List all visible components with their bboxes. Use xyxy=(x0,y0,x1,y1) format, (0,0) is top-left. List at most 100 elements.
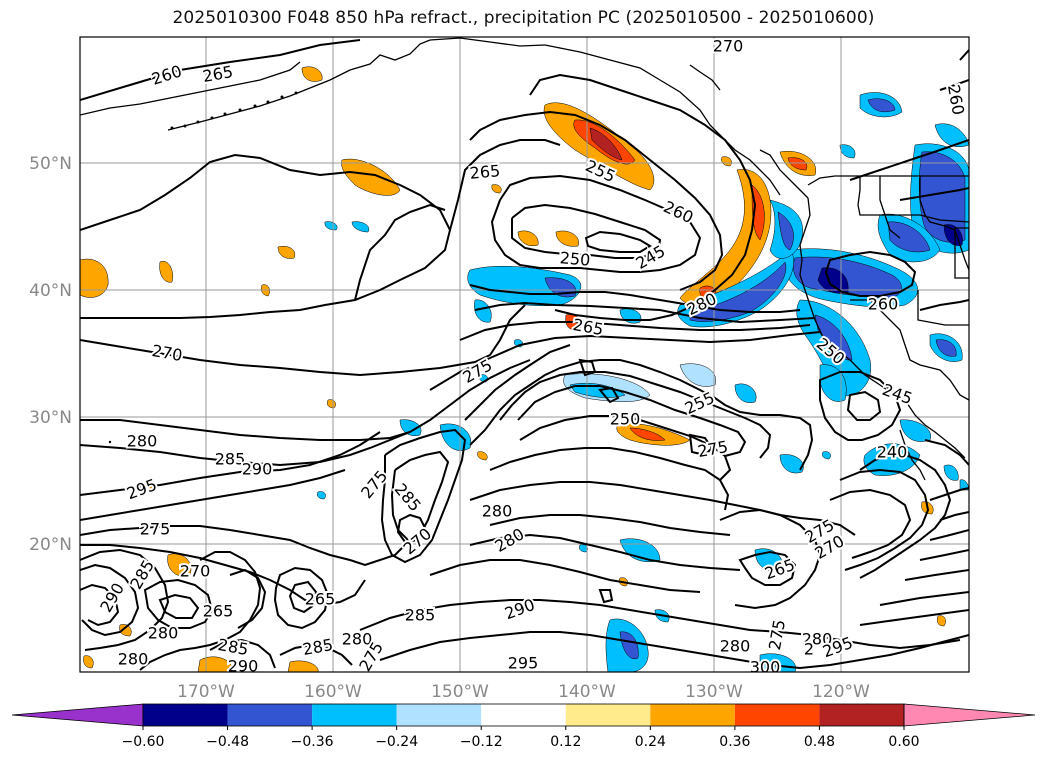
contour-label-text: 265 xyxy=(203,602,234,621)
contour-label: 275 xyxy=(355,465,393,505)
contour-label-text: 255 xyxy=(682,388,718,418)
contour-label-text: 265 xyxy=(305,590,336,609)
contour-label: 265 xyxy=(199,60,236,88)
contour-label: 280 xyxy=(718,635,753,658)
contour-label-text: 280 xyxy=(492,524,528,556)
colorbar-tick-label: 0.36 xyxy=(719,734,750,750)
contour-label: 290 xyxy=(240,458,275,481)
colorbar-tick-label: 0.12 xyxy=(550,734,581,750)
contour-label-text: 270 xyxy=(400,524,436,558)
coastlines xyxy=(80,37,969,481)
contour-label: 275 xyxy=(763,616,791,653)
contour-label-text: 280 xyxy=(720,637,751,656)
contour-label-text: 265 xyxy=(469,161,501,183)
longitude-labels: 170°W 160°W 150°W 140°W 130°W 120°W xyxy=(177,682,870,702)
lat-label: 40°N xyxy=(29,281,72,301)
colorbar-tick-label: 0.60 xyxy=(888,734,919,750)
contour-label-text: 290 xyxy=(228,657,259,676)
contour-label-text: 275 xyxy=(765,618,789,651)
contour-label: 250 xyxy=(608,408,643,431)
contour-label: 280 xyxy=(490,522,530,558)
contour-label-text: 275 xyxy=(140,520,171,539)
contour-label: 295 xyxy=(122,473,161,505)
contour-label-text: 295 xyxy=(124,475,159,503)
contour-label: 265 xyxy=(303,588,338,611)
graticule xyxy=(80,37,969,672)
colorbar: −0.60 −0.48 −0.36 −0.24 −0.12 0.12 0.24 0.36 0.4… xyxy=(11,703,1036,750)
contour-label-text: 280 xyxy=(802,630,833,649)
colorbar-box xyxy=(650,704,735,726)
contour-label-text: 275 xyxy=(357,467,391,503)
contour-label-text: 270 xyxy=(180,562,211,581)
contour-label: 275 xyxy=(138,518,173,541)
contour-label-text: 250 xyxy=(610,410,641,429)
contour-label-text: 265 xyxy=(201,62,234,86)
contour-label-text: 300 xyxy=(750,658,781,677)
lon-label: 160°W xyxy=(304,682,362,702)
colorbar-frame xyxy=(142,703,905,727)
map-title: 2025010300 F048 850 hPa refract., precip… xyxy=(172,8,875,28)
contour-label-text: 285 xyxy=(216,635,249,659)
contour-label: 290 xyxy=(226,655,261,676)
contour-label-text: 290 xyxy=(502,595,537,623)
contour-label: 280 xyxy=(800,628,835,651)
contour-label: 280 xyxy=(340,628,375,651)
lon-label: 140°W xyxy=(558,682,616,702)
contour-label-text: 285 xyxy=(215,450,246,469)
contour-label-text: 260 xyxy=(944,83,968,116)
colorbar-tick-label: −0.24 xyxy=(375,734,418,750)
contour-label: 285 xyxy=(213,448,248,471)
contour-label: 280 xyxy=(125,430,160,453)
colorbar-box xyxy=(396,704,482,726)
contour-label: 260 xyxy=(147,59,186,91)
contour-label-text: 280 xyxy=(127,432,158,451)
lon-label: 150°W xyxy=(431,682,489,702)
contour-label: 265 xyxy=(467,159,503,185)
colorbar-box xyxy=(312,704,397,726)
colorbar-tick-label: 0.24 xyxy=(635,734,666,750)
colorbar-tick-label: 0.48 xyxy=(804,734,835,750)
contour-label: 270 xyxy=(178,560,213,583)
contour-label-text: 295 xyxy=(508,654,539,673)
contour-label: 270 xyxy=(148,339,185,367)
contour-label: 260 xyxy=(942,81,969,118)
contour-label-text: 285 xyxy=(405,606,436,625)
contour-label: 260 xyxy=(866,293,901,316)
map-frame xyxy=(79,36,970,673)
lon-label: 120°W xyxy=(812,682,870,702)
contour-label-text: 2 xyxy=(804,640,814,659)
latitude-labels: 50°N 40°N 30°N 20°N xyxy=(29,154,72,555)
lon-label: 170°W xyxy=(177,682,235,702)
colorbar-box xyxy=(227,704,313,726)
contour-label: 285 xyxy=(299,633,336,661)
contour-label: 290 xyxy=(500,593,539,625)
contour-label-text: 270 xyxy=(150,341,183,365)
contour-label: 270 xyxy=(398,522,438,560)
refractivity-contours xyxy=(80,39,969,671)
contour-label: 265 xyxy=(201,600,236,623)
contour-label-text: 285 xyxy=(301,635,334,659)
colorbar-tick-label: −0.60 xyxy=(122,734,165,750)
contour-label: 285 xyxy=(389,478,427,518)
colorbar-tick-label: −0.36 xyxy=(291,734,334,750)
contour-label-text: 260 xyxy=(868,295,899,314)
colorbar-box xyxy=(819,704,904,726)
contour-label: 285 xyxy=(403,604,438,627)
colorbar-extend-max xyxy=(903,703,1036,727)
contour-label: 265 xyxy=(569,313,606,341)
contour-label-text: 250 xyxy=(559,248,591,270)
contour-label-text: 280 xyxy=(482,502,513,521)
contour-label-text: 260 xyxy=(149,61,184,89)
colorbar-tick-label: −0.48 xyxy=(206,734,249,750)
colorbar-box xyxy=(565,704,651,726)
contour-label-text: 290 xyxy=(96,580,128,616)
contour-label: 285 xyxy=(214,633,251,661)
contour-label-text: 280 xyxy=(342,630,373,649)
colorbar-tick-label: −0.12 xyxy=(460,734,503,750)
colorbar-box xyxy=(734,704,820,726)
contour-label-text: 280 xyxy=(118,650,149,669)
contour-label-text: 265 xyxy=(571,315,604,339)
lat-label: 20°N xyxy=(29,535,72,555)
lat-label: 50°N xyxy=(29,154,72,174)
